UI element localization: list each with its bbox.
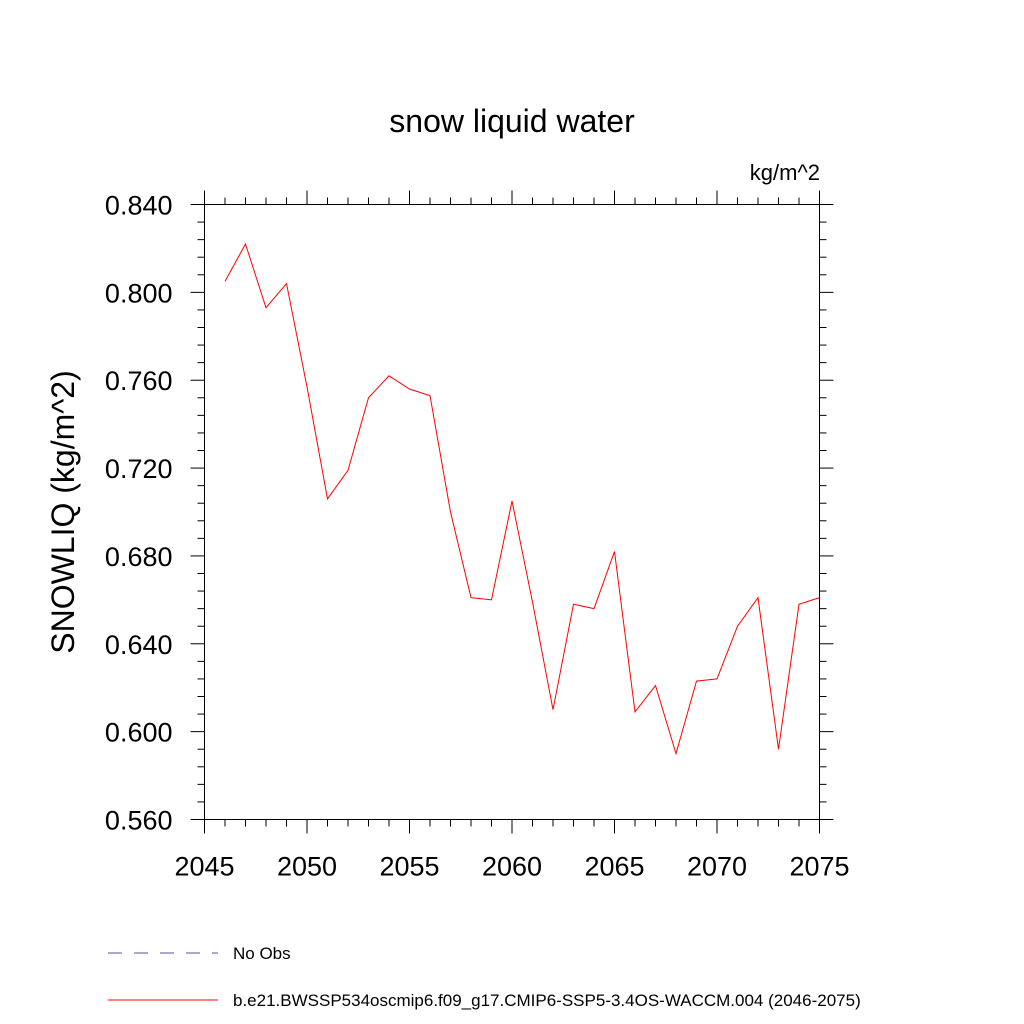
units-label: kg/m^2 [750, 160, 820, 185]
y-tick-label: 0.760 [105, 366, 173, 396]
x-tick-label: 2055 [379, 852, 439, 882]
data-point [819, 597, 820, 598]
data-point [389, 375, 390, 376]
data-point [368, 397, 369, 398]
data-point [758, 597, 759, 598]
data-point [676, 753, 677, 754]
data-point [573, 604, 574, 605]
plot-frame [204, 204, 820, 820]
data-point [348, 470, 349, 471]
data-point [553, 709, 554, 710]
series-line [224, 242, 820, 756]
chart-title: snow liquid water [389, 103, 635, 139]
data-point [655, 685, 656, 686]
x-tick-label: 2075 [789, 852, 849, 882]
axis-ticks [190, 190, 834, 834]
data-point [614, 551, 615, 552]
data-point [307, 386, 308, 387]
data-point [286, 283, 287, 284]
y-tick-label: 0.560 [105, 806, 173, 836]
data-point [225, 281, 226, 282]
data-point [532, 602, 533, 603]
data-point [696, 681, 697, 682]
data-point [245, 244, 246, 245]
data-point [430, 395, 431, 396]
x-tick-label: 2070 [687, 852, 747, 882]
y-axis-label: SNOWLIQ (kg/m^2) [45, 370, 81, 653]
data-point [635, 711, 636, 712]
x-axis-tick-labels: 2045 2050 2055 2060 2065 2070 2075 [174, 852, 849, 882]
series-lines [224, 242, 820, 756]
x-tick-label: 2065 [584, 852, 644, 882]
data-point [327, 498, 328, 499]
y-tick-label: 0.840 [105, 191, 173, 221]
y-tick-label: 0.720 [105, 454, 173, 484]
y-tick-label: 0.600 [105, 718, 173, 748]
x-tick-label: 2045 [174, 852, 234, 882]
data-point [778, 749, 779, 750]
data-point [491, 599, 492, 600]
data-point [450, 512, 451, 513]
y-tick-label: 0.640 [105, 630, 173, 660]
data-point [512, 501, 513, 502]
data-point [409, 389, 410, 390]
legend: No Obs b.e21.BWSSP534oscmip6.f09_g17.CMI… [108, 944, 861, 1010]
data-point [594, 608, 595, 609]
data-point [266, 307, 267, 308]
data-point [717, 678, 718, 679]
data-point [737, 626, 738, 627]
data-point [471, 597, 472, 598]
legend-label-model: b.e21.BWSSP534oscmip6.f09_g17.CMIP6-SSP5… [233, 991, 861, 1010]
x-tick-label: 2060 [482, 852, 542, 882]
y-tick-label: 0.800 [105, 278, 173, 308]
y-axis-tick-labels: 0.560 0.600 0.640 0.680 0.720 0.760 0.800 0.840 [105, 191, 173, 836]
x-tick-label: 2050 [277, 852, 337, 882]
data-point [799, 604, 800, 605]
legend-label-no-obs: No Obs [233, 944, 291, 963]
y-tick-label: 0.680 [105, 542, 173, 572]
